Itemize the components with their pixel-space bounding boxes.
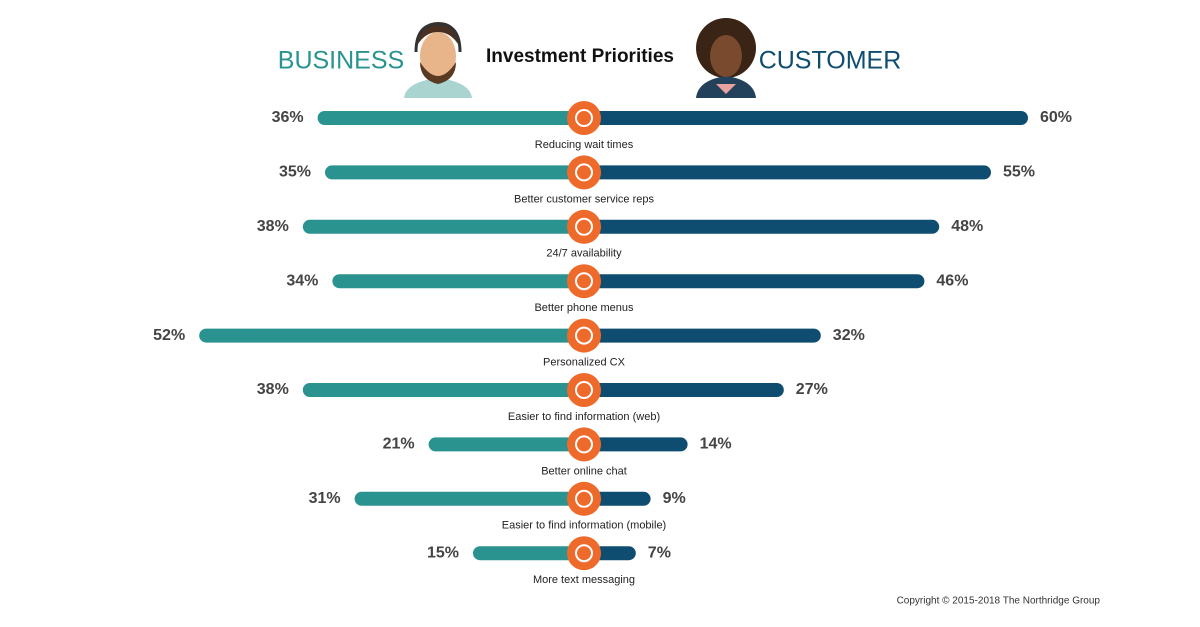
customer-bar: [584, 491, 651, 506]
business-avatar: [404, 22, 472, 98]
category-label: More text messaging: [533, 574, 635, 586]
chart-title: Investment Priorities: [486, 46, 674, 67]
customer-value-label: 14%: [700, 436, 732, 453]
customer-value-label: 9%: [663, 490, 686, 507]
customer-bar: [584, 328, 821, 343]
customer-bar: [584, 274, 925, 289]
category-icon-glyph: [575, 435, 593, 454]
category-label: Personalized CX: [543, 357, 626, 369]
customer-heading: CUSTOMER: [759, 47, 902, 75]
customer-value-label: 7%: [648, 544, 671, 561]
business-bar: [428, 437, 594, 452]
business-bar: [302, 219, 594, 234]
category-label: Better customer service reps: [514, 193, 654, 205]
category-icon-glyph: [575, 272, 593, 291]
business-bar: [332, 274, 594, 289]
business-bar: [302, 383, 594, 397]
customer-value-label: 32%: [833, 327, 865, 344]
customer-bar: [584, 219, 940, 234]
customer-value-label: 27%: [796, 381, 828, 398]
category-icon-glyph: [575, 489, 593, 508]
business-bar: [317, 111, 594, 125]
category-icon-glyph: [575, 326, 593, 345]
category-label: Easier to find information (web): [508, 411, 660, 423]
customer-bar: [584, 437, 688, 452]
category-icon: [567, 427, 601, 462]
category-icon: [567, 155, 601, 190]
business-value-label: 21%: [383, 436, 415, 453]
category-label: Better online chat: [541, 465, 627, 477]
business-value-label: 15%: [427, 544, 459, 561]
business-value-label: 34%: [286, 272, 318, 289]
category-icon: [567, 536, 601, 571]
category-label: Better phone menus: [534, 302, 634, 314]
customer-avatar: [696, 18, 756, 98]
business-value-label: 52%: [153, 327, 185, 344]
customer-bar: [584, 111, 1028, 125]
category-icon: [567, 101, 601, 135]
category-icon-glyph: [575, 163, 593, 182]
business-bar: [354, 491, 594, 506]
customer-bar: [584, 165, 991, 180]
business-value-label: 31%: [309, 490, 341, 507]
customer-bar: [584, 383, 784, 397]
business-bar: [199, 328, 594, 343]
business-bar: [325, 165, 594, 180]
category-icon-glyph: [575, 381, 593, 399]
category-icon: [567, 209, 601, 244]
category-icon: [567, 481, 601, 516]
category-label: 24/7 availability: [546, 248, 622, 260]
customer-value-label: 60%: [1040, 109, 1072, 126]
business-value-label: 36%: [272, 109, 304, 126]
customer-value-label: 48%: [951, 218, 983, 235]
business-heading: BUSINESS: [278, 47, 404, 75]
category-icon-glyph: [575, 109, 593, 127]
business-value-label: 38%: [257, 218, 289, 235]
category-icon: [567, 318, 601, 353]
category-icon: [567, 264, 601, 299]
category-icon-glyph: [575, 217, 593, 236]
business-bar: [473, 546, 594, 561]
category-label: Reducing wait times: [535, 139, 634, 151]
category-label: Easier to find information (mobile): [502, 520, 666, 532]
category-icon: [567, 373, 601, 407]
business-value-label: 38%: [257, 381, 289, 398]
category-icon-glyph: [575, 544, 593, 563]
customer-value-label: 46%: [936, 272, 968, 289]
customer-value-label: 55%: [1003, 164, 1035, 181]
business-value-label: 35%: [279, 164, 311, 181]
footer: Copyright © 2015-2018 The Northridge Gro…: [897, 596, 1101, 607]
